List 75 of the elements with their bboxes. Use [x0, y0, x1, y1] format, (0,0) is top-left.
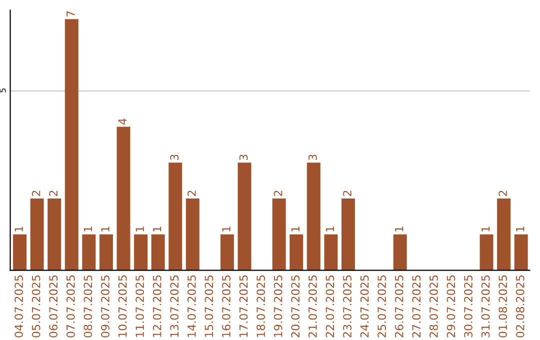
- y-tick-label: 5: [0, 88, 6, 92]
- bar: [497, 198, 511, 270]
- x-tick-label: 21.07.2025: [308, 275, 317, 338]
- data-label: 1: [516, 226, 524, 232]
- bar: [134, 234, 148, 270]
- x-tick-label: 04.07.2025: [14, 275, 23, 338]
- data-label: 2: [49, 190, 58, 196]
- data-label: 1: [101, 226, 110, 232]
- data-label: 3: [170, 154, 179, 160]
- bar: [82, 234, 96, 270]
- x-tick-label: 28.07.2025: [429, 275, 438, 338]
- bar: [290, 234, 304, 270]
- bar: [324, 234, 338, 270]
- data-label: 1: [153, 226, 162, 232]
- data-label: 1: [136, 226, 144, 232]
- bar: [341, 198, 355, 270]
- data-label: 1: [395, 226, 404, 232]
- data-label: 7: [66, 11, 75, 16]
- x-tick-label: 14.07.2025: [187, 275, 196, 337]
- x-tick-label: 02.08.2025: [516, 275, 524, 338]
- x-tick-label: 09.07.2025: [101, 275, 110, 338]
- x-tick-label: 17.07.2025: [239, 275, 248, 337]
- bar: [238, 162, 252, 270]
- data-label: 1: [291, 226, 300, 232]
- x-tick-label: 22.07.2025: [326, 275, 334, 338]
- bar: [393, 234, 407, 270]
- data-label: 2: [343, 190, 352, 196]
- x-tick-label: 10.07.2025: [118, 275, 127, 337]
- x-tick-label: 20.07.2025: [291, 275, 300, 338]
- x-tick-label: 24.07.2025: [360, 275, 369, 338]
- x-tick-label: 18.07.2025: [256, 275, 266, 337]
- x-tick-label: 19.07.2025: [274, 275, 282, 337]
- bar: [514, 234, 528, 270]
- data-label: 1: [222, 226, 230, 232]
- x-tick-label: 12.07.2025: [152, 275, 162, 337]
- data-label: 1: [14, 226, 23, 232]
- data-label: 1: [481, 226, 490, 232]
- bar: [168, 162, 182, 270]
- bar: [151, 234, 165, 270]
- bar: [116, 126, 130, 270]
- data-label: 3: [308, 154, 317, 160]
- x-tick-label: 26.07.2025: [394, 275, 404, 338]
- x-tick-label: 15.07.2025: [204, 275, 214, 337]
- bar: [30, 198, 44, 270]
- bar: [480, 234, 494, 270]
- bar: [99, 234, 113, 270]
- x-tick-label: 23.07.2025: [343, 275, 352, 338]
- x-tick-label: 30.07.2025: [464, 275, 472, 338]
- x-tick-label: 06.07.2025: [49, 275, 58, 338]
- x-tick-label: 16.07.2025: [222, 275, 230, 337]
- data-label: 4: [118, 118, 127, 124]
- bar: [13, 234, 27, 270]
- x-tick-label: 11.07.2025: [136, 275, 144, 337]
- x-tick-label: 01.08.2025: [498, 275, 508, 338]
- x-tick-label: 13.07.2025: [170, 275, 179, 337]
- x-tick-label: 08.07.2025: [84, 275, 92, 338]
- x-tick-label: 29.07.2025: [446, 275, 456, 338]
- data-label: 1: [84, 226, 92, 232]
- bar: [306, 162, 320, 270]
- x-tick-label: 25.07.2025: [378, 275, 386, 338]
- bar: [186, 198, 200, 270]
- x-tick-label: 27.07.2025: [412, 275, 421, 338]
- data-label: 2: [498, 190, 507, 196]
- x-tick-label: 31.07.2025: [481, 275, 490, 338]
- bar: [64, 19, 78, 270]
- bar: [48, 198, 62, 270]
- data-label: 2: [187, 190, 196, 196]
- bar: [220, 234, 234, 270]
- data-label: 3: [239, 154, 248, 160]
- bar: [272, 198, 286, 270]
- data-label: 2: [32, 190, 40, 196]
- x-tick-label: 07.07.2025: [66, 275, 75, 338]
- x-tick-label: 05.07.2025: [32, 275, 40, 338]
- data-label: 1: [326, 226, 334, 232]
- data-label: 2: [274, 190, 282, 196]
